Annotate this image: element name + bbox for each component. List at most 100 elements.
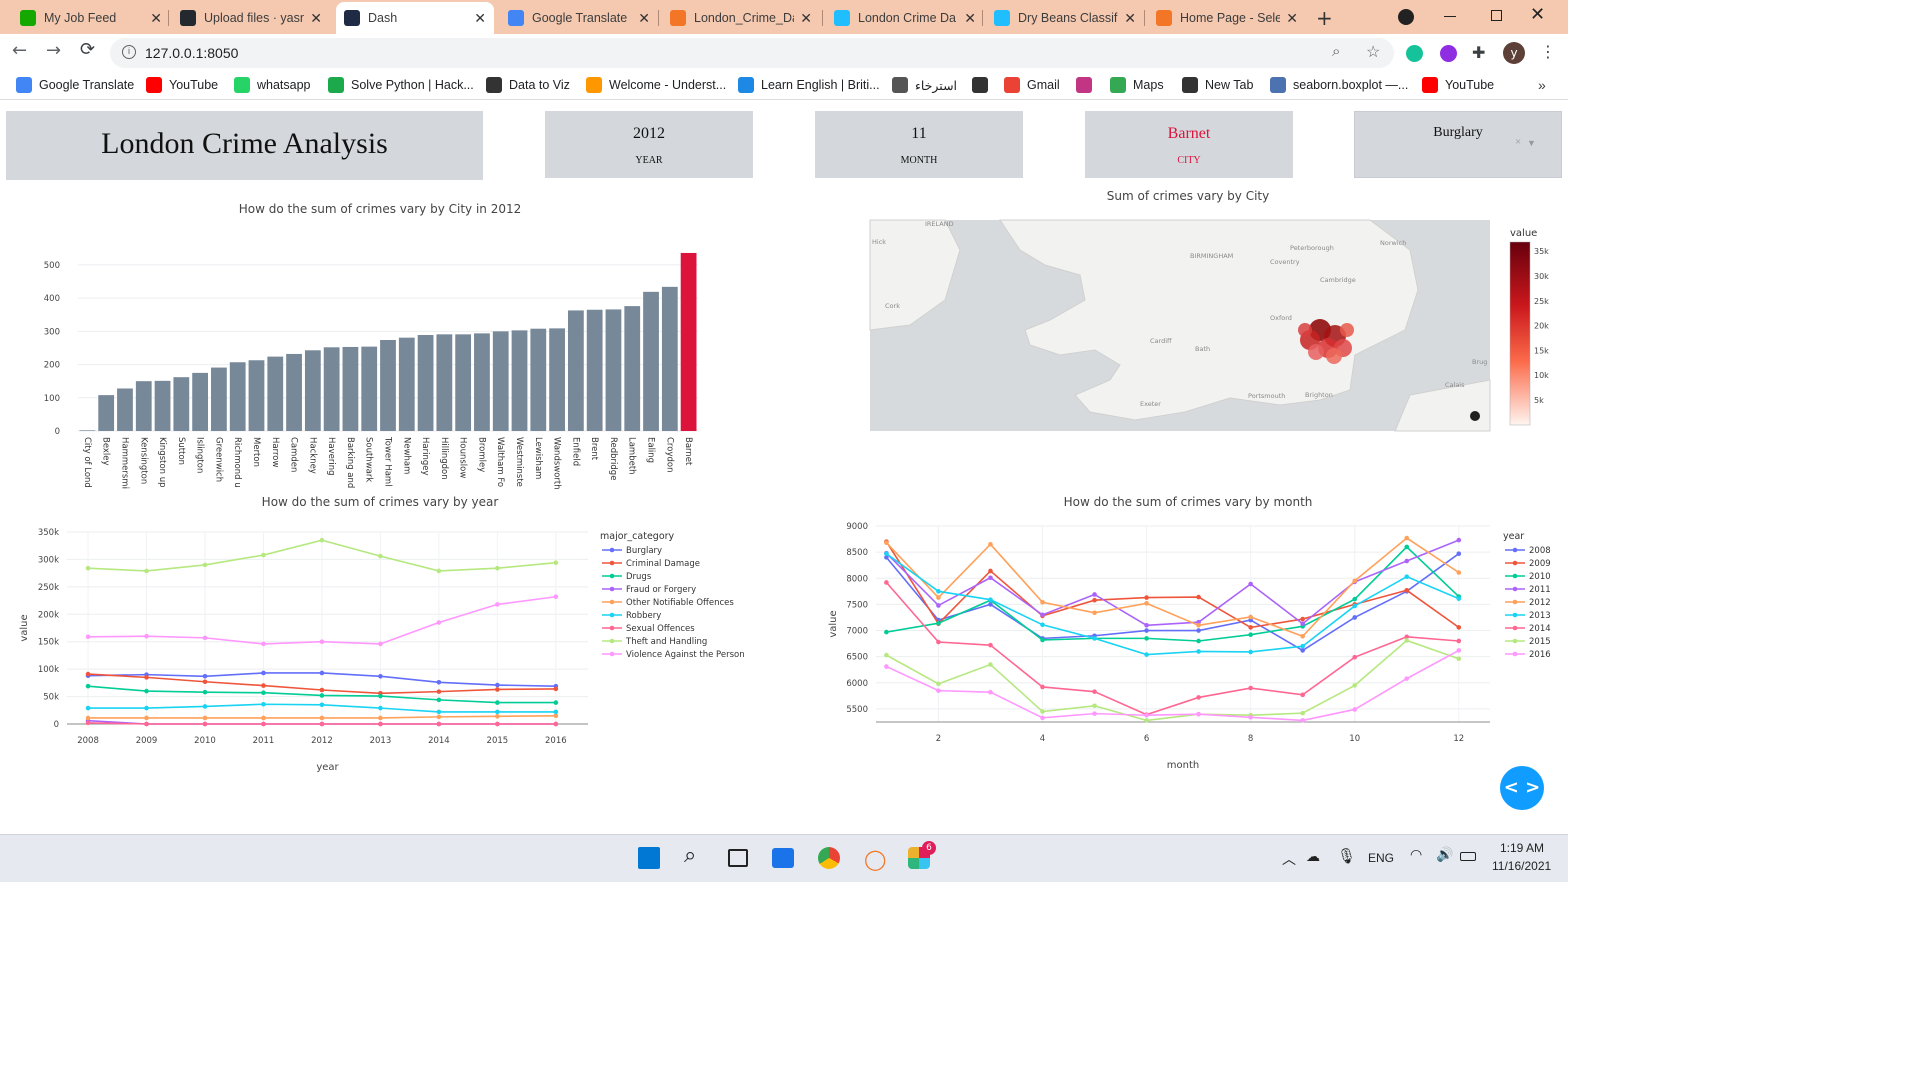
- chevron-up-icon[interactable]: ︿: [1282, 852, 1296, 868]
- tab-2[interactable]: Upload files · yasn ✕: [172, 4, 330, 32]
- browser-menu-icon[interactable]: ⋮: [1540, 42, 1556, 61]
- bookmark-item[interactable]: [1076, 77, 1099, 93]
- map-info-icon: [1470, 411, 1480, 421]
- forward-icon[interactable]: →: [46, 40, 62, 61]
- legend-item: Drugs: [626, 572, 652, 582]
- restore-icon[interactable]: [1491, 10, 1502, 21]
- month-series-line: [885, 537, 1460, 638]
- search-icon[interactable]: ⌕: [684, 843, 697, 868]
- bookmark-label: Learn English | Briti...: [761, 78, 880, 92]
- chrome-icon[interactable]: [818, 847, 840, 869]
- month-point: [884, 540, 889, 546]
- microphone-icon[interactable]: 🎙: [1337, 847, 1357, 865]
- bookmark-item[interactable]: seaborn.boxplot —...: [1270, 77, 1408, 93]
- city-bar-chart: How do the sum of crimes vary by City in…: [44, 202, 698, 490]
- clock-time[interactable]: 1:19 AM: [1500, 841, 1545, 855]
- legend-item: Fraud or Forgery: [626, 585, 696, 595]
- close-tab-icon[interactable]: ✕: [800, 9, 812, 26]
- address-bar[interactable]: i 127.0.0.1:8050 ⌕ ☆: [110, 38, 1394, 68]
- bookmark-item[interactable]: New Tab: [1182, 77, 1253, 93]
- month-point: [1300, 633, 1305, 639]
- extension-icon[interactable]: [1440, 45, 1457, 62]
- london-city-point: [1298, 323, 1312, 337]
- minimize-icon[interactable]: [1444, 16, 1456, 17]
- reload-icon[interactable]: ⟳: [80, 39, 96, 60]
- tab-4[interactable]: Google Translate ✕: [500, 4, 658, 32]
- extensions-puzzle-icon[interactable]: ✚: [1472, 43, 1486, 62]
- bookmark-item[interactable]: استرخاء: [892, 77, 957, 93]
- month-point: [1404, 638, 1410, 643]
- code-icon: < >: [1503, 777, 1541, 798]
- month-point: [1144, 595, 1149, 600]
- close-tab-icon[interactable]: ✕: [150, 9, 162, 26]
- bookmark-item[interactable]: Learn English | Briti...: [738, 77, 880, 93]
- month-point: [936, 620, 941, 626]
- year-point: [144, 721, 149, 727]
- battery-icon[interactable]: [1460, 852, 1476, 861]
- tab-search-icon[interactable]: [1398, 9, 1414, 25]
- year-point: [85, 715, 91, 721]
- grammarly-icon[interactable]: [1406, 45, 1423, 62]
- x-tick-label: Lambeth: [627, 437, 637, 475]
- cloud-icon[interactable]: ☁: [1306, 849, 1320, 865]
- windows-start-icon[interactable]: [638, 847, 660, 869]
- y-tick-label: 200k: [38, 610, 59, 620]
- wifi-icon[interactable]: ◠: [1410, 847, 1423, 863]
- speaker-icon[interactable]: 🔊: [1436, 847, 1454, 863]
- close-tab-icon[interactable]: ✕: [964, 9, 976, 26]
- tab-7[interactable]: Dry Beans Classifi ✕: [986, 4, 1144, 32]
- clear-icon[interactable]: ×: [1515, 136, 1522, 148]
- task-view-icon[interactable]: [728, 849, 748, 867]
- widgets-icon[interactable]: [772, 848, 794, 868]
- legend-swatch-point: [609, 586, 615, 592]
- bookmark-star-icon[interactable]: ☆: [1366, 44, 1381, 61]
- language-indicator[interactable]: ENG: [1368, 851, 1395, 865]
- bookmark-item[interactable]: Maps: [1110, 77, 1164, 93]
- back-icon[interactable]: ←: [12, 40, 28, 61]
- zoom-icon[interactable]: ⌕: [1332, 43, 1341, 60]
- close-window-icon[interactable]: ✕: [1530, 4, 1546, 25]
- legend-item: Theft and Handling: [625, 637, 707, 647]
- bar-greenwich: [211, 367, 227, 431]
- month-point: [988, 602, 993, 607]
- url-text[interactable]: 127.0.0.1:8050: [145, 45, 239, 61]
- bookmark-item[interactable]: YouTube: [146, 77, 218, 93]
- year-point: [495, 721, 500, 727]
- year-point: [85, 705, 91, 711]
- more-bookmarks-icon[interactable]: »: [1538, 77, 1546, 93]
- bookmark-item[interactable]: Gmail: [1004, 77, 1060, 93]
- close-tab-icon[interactable]: ✕: [638, 9, 650, 26]
- tab-8[interactable]: Home Page - Sele ✕: [1148, 4, 1306, 32]
- year-point: [495, 682, 500, 688]
- dash-debug-button[interactable]: < >: [1500, 766, 1544, 810]
- bookmark-item[interactable]: Google Translate: [16, 77, 134, 93]
- bookmark-item[interactable]: YouTube: [1422, 77, 1494, 93]
- x-tick-label: Enfield: [570, 437, 580, 466]
- tab-1[interactable]: My Job Feed ✕: [12, 4, 170, 32]
- site-info-icon[interactable]: i: [122, 45, 136, 59]
- close-tab-icon[interactable]: ✕: [474, 9, 486, 26]
- tab-6[interactable]: London Crime Da ✕: [826, 4, 984, 32]
- year-point: [144, 688, 149, 694]
- category-dropdown[interactable]: Burglary × ▼: [1354, 111, 1562, 178]
- map-place-label: Cork: [885, 302, 900, 310]
- month-point: [1300, 710, 1305, 716]
- bookmark-item[interactable]: whatsapp: [234, 77, 311, 93]
- bookmark-favicon-icon: [1270, 77, 1286, 93]
- new-tab-icon[interactable]: +: [1316, 6, 1333, 30]
- close-tab-icon[interactable]: ✕: [310, 9, 322, 26]
- tab-3[interactable]: Dash ✕: [336, 2, 494, 34]
- chevron-down-icon[interactable]: ▼: [1527, 138, 1536, 148]
- close-tab-icon[interactable]: ✕: [1286, 9, 1298, 26]
- bookmark-item[interactable]: Data to Viz: [486, 77, 570, 93]
- close-tab-icon[interactable]: ✕: [1124, 9, 1136, 26]
- year-point: [436, 714, 442, 720]
- bookmark-item[interactable]: Welcome - Underst...: [586, 77, 726, 93]
- bookmark-item[interactable]: Solve Python | Hack...: [328, 77, 474, 93]
- tab-5[interactable]: London_Crime_Da ✕: [662, 4, 820, 32]
- month-point: [1248, 625, 1253, 630]
- jupyter-icon[interactable]: ◯: [864, 847, 887, 871]
- clock-date[interactable]: 11/16/2021: [1492, 859, 1552, 873]
- bookmark-item[interactable]: [972, 77, 995, 93]
- avatar[interactable]: y: [1503, 42, 1525, 64]
